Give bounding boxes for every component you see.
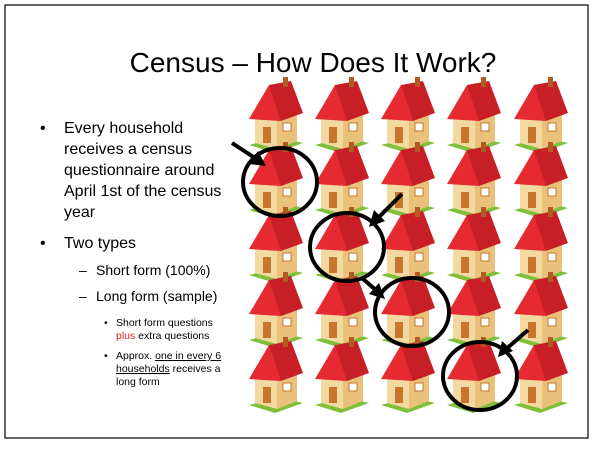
bullet-line: questionnaire around	[64, 162, 214, 179]
item-line: households receives a	[116, 363, 221, 375]
bullet-line: April 1st of the census	[64, 183, 221, 200]
sub-bullet: Short form (100%)	[96, 262, 210, 278]
red-word: plus	[116, 330, 135, 342]
dash: –	[79, 262, 87, 278]
item-text: Approx.	[116, 350, 155, 362]
item-text: extra questions	[135, 330, 209, 342]
bullet-text: Two types	[64, 235, 136, 252]
bullet: •	[104, 350, 108, 362]
item-line: Short form questions	[116, 317, 213, 329]
bullet: •	[104, 317, 108, 329]
bullet-list: • Every household receives a census ques…	[40, 120, 221, 388]
bullet-line: receives a census	[64, 141, 192, 158]
item-line: long form	[116, 376, 160, 388]
item-line: plus extra questions	[116, 330, 209, 342]
bullet: •	[40, 235, 46, 252]
underlined-text: one in every 6	[155, 350, 221, 362]
slide: Census – How Does It Work? • Every house…	[0, 0, 593, 445]
bullet-line: year	[64, 204, 96, 221]
page: {"slide": { "title": "Census – How Does …	[0, 0, 593, 445]
underlined-text: households	[116, 363, 170, 375]
bullet-line: Every household	[64, 120, 183, 137]
houses	[249, 77, 568, 413]
bullet: •	[40, 120, 46, 137]
slide-title: Census – How Does It Work?	[130, 47, 497, 78]
item-text: receives a	[170, 363, 221, 375]
sub-bullet: Long form (sample)	[96, 288, 217, 304]
dash: –	[79, 288, 87, 304]
item-line: Approx. one in every 6	[116, 350, 221, 362]
